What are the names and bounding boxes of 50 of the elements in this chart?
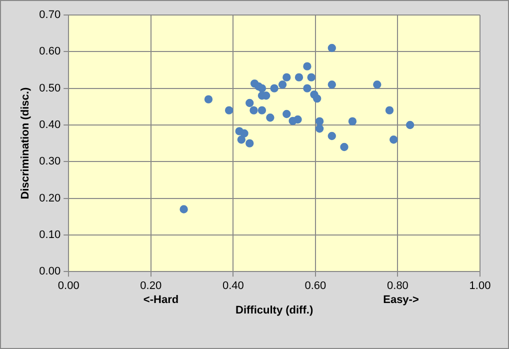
- point: [282, 73, 291, 82]
- point: [312, 94, 322, 103]
- point: [303, 84, 312, 92]
- x-tick-label: 1.00: [469, 280, 491, 292]
- point: [237, 136, 246, 144]
- point: [266, 114, 274, 122]
- y-tick-label: 0.00: [39, 266, 61, 278]
- point: [224, 106, 234, 114]
- y-tick-label: 0.10: [39, 228, 61, 241]
- point: [315, 124, 324, 133]
- point: [250, 106, 258, 114]
- point: [240, 129, 248, 138]
- point: [204, 95, 213, 104]
- point: [390, 136, 398, 144]
- x-tick-label: 0.60: [304, 280, 326, 292]
- x-axis-title: Difficulty (diff.): [236, 304, 314, 316]
- x-tick-label: 0.80: [387, 280, 408, 292]
- y-tick-label: 0.30: [39, 156, 61, 168]
- point: [385, 106, 394, 114]
- y-tick-label: 0.60: [39, 46, 61, 58]
- point: [307, 73, 316, 82]
- point: [303, 62, 312, 70]
- point: [340, 142, 348, 152]
- point: [246, 98, 254, 108]
- point: [328, 80, 336, 89]
- x-tick-label: 0.40: [222, 280, 244, 292]
- point: [328, 44, 336, 52]
- point: [294, 73, 304, 82]
- point: [246, 139, 254, 148]
- point: [315, 117, 324, 126]
- text: Easy->: [383, 294, 419, 306]
- y-tick-label: 0.70: [39, 9, 61, 22]
- y-tick-label: 0.50: [39, 82, 61, 94]
- point: [270, 84, 278, 92]
- point: [373, 80, 382, 89]
- point: [328, 132, 336, 140]
- point: [406, 120, 414, 130]
- y-tick-label: 0.40: [39, 119, 61, 132]
- y-axis-title: Discrimination (disc.): [20, 87, 32, 200]
- point: [282, 110, 291, 118]
- point: [180, 205, 188, 214]
- point: [258, 106, 266, 114]
- point: [258, 84, 266, 92]
- text: <-Hard: [143, 294, 179, 306]
- point: [348, 117, 357, 126]
- x-tick-label: 0.20: [140, 280, 162, 292]
- x-tick-label: 0.00: [58, 280, 80, 292]
- y-tick-label: 0.20: [39, 192, 61, 204]
- point: [294, 115, 302, 124]
- point: [278, 80, 287, 89]
